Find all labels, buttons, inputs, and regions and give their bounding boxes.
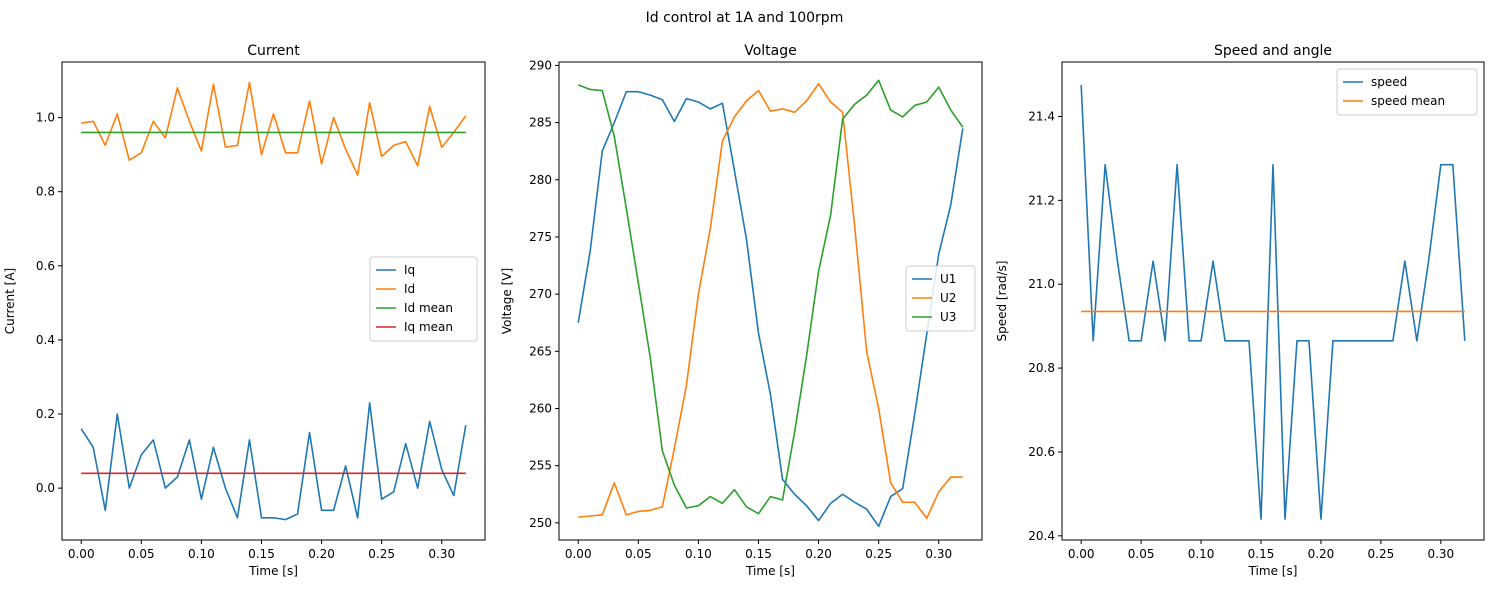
axes-frame-0 — [61, 61, 486, 541]
series-line-2-0 — [1080, 85, 1466, 520]
y-axis-label-1: Voltage [V] — [500, 268, 514, 334]
x-tick-label-1-4: 0.20 — [805, 547, 832, 561]
subplot-title-2: Speed and angle — [1214, 43, 1332, 59]
x-tick-label-0-0: 0.00 — [68, 547, 95, 561]
subplots: 0.00 0.05 0.10 0.15 0.20 0.25 0.30 0.0 0.2 0.4 0.6… — [3, 43, 1485, 578]
subplot-1: 0.00 0.05 0.10 0.15 0.20 0.25 0.30 250 255 260 265… — [500, 43, 983, 578]
x-tick-label-2-3: 0.15 — [1248, 547, 1275, 561]
legend-1: U1 U2 U3 — [905, 265, 976, 332]
legend-label-1-1: U2 — [940, 291, 956, 305]
x-tick-label-2-1: 0.05 — [1128, 547, 1155, 561]
subplot-title-1: Voltage — [744, 43, 797, 59]
y-tick-label-2-4: 21.2 — [1028, 193, 1055, 207]
subplot-2: 0.00 0.05 0.10 0.15 0.20 0.25 0.30 20.4 20.6 20.8… — [995, 43, 1485, 578]
y-tick-label-1-2: 260 — [529, 401, 552, 415]
y-tick-label-0-3: 0.6 — [36, 259, 55, 273]
legend-label-2-1: speed mean — [1371, 94, 1445, 108]
x-tick-label-1-3: 0.15 — [745, 547, 772, 561]
legend-box-0 — [369, 256, 478, 342]
x-tick-label-2-5: 0.25 — [1368, 547, 1395, 561]
axes-frame-2 — [1061, 61, 1485, 541]
y-tick-label-1-5: 275 — [529, 230, 552, 244]
x-tick-label-2-0: 0.00 — [1068, 547, 1095, 561]
y-tick-label-1-6: 280 — [529, 173, 552, 187]
y-tick-label-0-1: 0.2 — [36, 407, 55, 421]
x-tick-label-2-6: 0.30 — [1427, 547, 1454, 561]
figure-title: Id control at 1A and 100rpm — [646, 10, 844, 26]
y-tick-label-2-2: 20.8 — [1028, 361, 1055, 375]
series-line-0-1 — [81, 81, 467, 176]
series-line-1-0 — [577, 90, 964, 528]
legend-label-1-0: U1 — [940, 272, 956, 286]
y-tick-label-2-1: 20.6 — [1028, 445, 1055, 459]
y-tick-label-2-5: 21.4 — [1028, 110, 1055, 124]
y-tick-label-0-5: 1.0 — [36, 111, 55, 125]
legend-box-1 — [905, 265, 976, 332]
x-tick-label-1-0: 0.00 — [565, 547, 592, 561]
x-axis-label-2: Time [s] — [1248, 564, 1298, 578]
x-tick-label-0-6: 0.30 — [428, 547, 455, 561]
x-tick-label-1-6: 0.30 — [925, 547, 952, 561]
y-tick-label-1-8: 290 — [529, 58, 552, 72]
legend-2: speed speed mean — [1336, 68, 1478, 116]
y-tick-label-0-4: 0.8 — [36, 185, 55, 199]
legend-label-0-2: Id mean — [404, 301, 453, 315]
series-line-1-2 — [577, 79, 964, 515]
x-axis-label-1: Time [s] — [745, 564, 795, 578]
series-line-0-0 — [80, 402, 467, 521]
y-tick-label-1-3: 265 — [529, 344, 552, 358]
x-axis-label-0: Time [s] — [248, 564, 298, 578]
y-axis-label-0: Current [A] — [3, 268, 17, 334]
y-tick-label-0-2: 0.4 — [36, 333, 55, 347]
x-tick-label-0-1: 0.05 — [128, 547, 155, 561]
y-tick-label-2-3: 21.0 — [1028, 277, 1055, 291]
y-tick-label-1-0: 250 — [529, 516, 552, 530]
legend-0: Iq Id Id mean Iq mean — [369, 256, 478, 342]
y-axis-label-2: Speed [rad/s] — [995, 261, 1009, 342]
series-line-1-1 — [578, 82, 963, 520]
y-tick-label-1-1: 255 — [529, 459, 552, 473]
subplot-0: 0.00 0.05 0.10 0.15 0.20 0.25 0.30 0.0 0.2 0.4 0.6… — [3, 43, 486, 578]
legend-label-1-2: U3 — [940, 310, 956, 324]
legend-label-0-0: Iq — [404, 263, 415, 277]
x-tick-label-1-2: 0.10 — [685, 547, 712, 561]
y-tick-label-1-4: 270 — [529, 287, 552, 301]
subplot-title-0: Current — [247, 43, 300, 59]
y-tick-label-1-7: 285 — [529, 116, 552, 130]
x-tick-label-2-4: 0.20 — [1308, 547, 1335, 561]
legend-label-2-0: speed — [1371, 75, 1407, 89]
x-tick-label-1-5: 0.25 — [865, 547, 892, 561]
x-tick-label-0-3: 0.15 — [248, 547, 275, 561]
x-tick-label-2-2: 0.10 — [1188, 547, 1215, 561]
legend-box-2 — [1336, 68, 1478, 116]
legend-label-0-3: Iq mean — [404, 320, 453, 334]
x-tick-label-0-2: 0.10 — [188, 547, 215, 561]
axes-frame-1 — [558, 61, 983, 541]
x-tick-label-0-5: 0.25 — [368, 547, 395, 561]
x-tick-label-1-1: 0.05 — [625, 547, 652, 561]
y-tick-label-2-0: 20.4 — [1028, 529, 1055, 543]
y-tick-label-0-0: 0.0 — [36, 481, 55, 495]
x-tick-label-0-4: 0.20 — [308, 547, 335, 561]
legend-label-0-1: Id — [404, 282, 415, 296]
